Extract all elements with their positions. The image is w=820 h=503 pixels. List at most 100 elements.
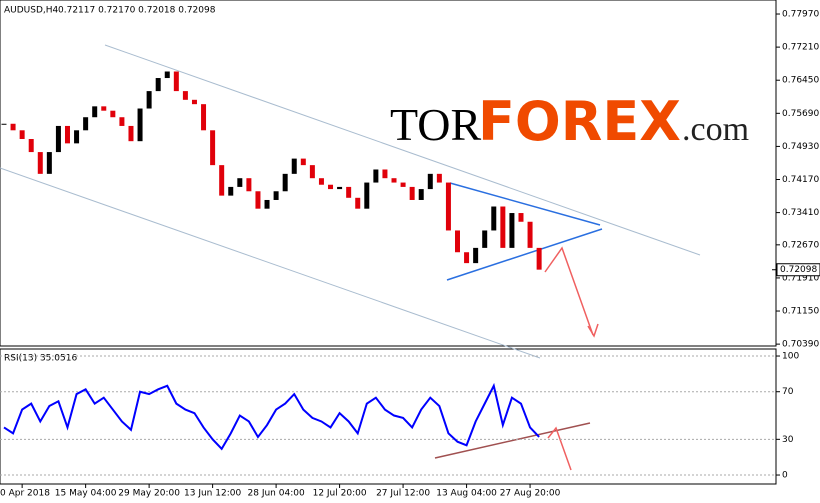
candle (355, 197, 361, 209)
candle (128, 125, 134, 142)
last-price-box (776, 263, 820, 277)
candle (445, 182, 451, 231)
drawings (0, 44, 701, 471)
chart-title: AUDUSD,H4 (4, 6, 59, 16)
y-tick-label: 0.71150 (782, 307, 819, 317)
watermark: TOR FOREX .com (390, 90, 749, 153)
x-tick-label: 13 Aug 04:00 (436, 489, 497, 499)
candle (201, 104, 207, 131)
candle (255, 191, 261, 209)
candle (527, 221, 533, 248)
y-tick-label: 0.76450 (782, 76, 819, 86)
candle (291, 158, 297, 174)
candle (191, 99, 197, 105)
candle (500, 206, 506, 248)
candle (473, 247, 479, 264)
candle (92, 106, 98, 118)
candle (391, 178, 397, 183)
x-tick-label: 13 Jun 12:00 (184, 489, 241, 499)
y-tick-label: 70 (782, 387, 794, 397)
rsi-trend-line (434, 422, 591, 459)
candle (309, 165, 315, 179)
x-tick-label: 28 Jun 04:00 (248, 489, 305, 499)
watermark-text: FOREX (478, 90, 681, 153)
y-tick-label: 0.73410 (782, 208, 819, 218)
candle (518, 213, 524, 222)
candle (110, 110, 116, 118)
y-tick-label: 0.70390 (782, 340, 819, 350)
candle (55, 125, 61, 153)
candle (282, 173, 288, 192)
candle (228, 186, 234, 196)
y-tick-label: 0.75690 (782, 109, 819, 119)
channel-line (104, 44, 701, 256)
y-tick-label: 0.77970 (782, 10, 819, 20)
watermark-text: .com (682, 111, 749, 148)
candle (364, 182, 370, 209)
x-tick-label: 27 Jul 12:00 (376, 489, 430, 499)
channel-line (0, 167, 541, 359)
candle (219, 165, 225, 196)
candle (137, 108, 143, 142)
triangle-line (446, 228, 603, 281)
candle (491, 206, 497, 231)
candle (373, 169, 379, 183)
candle (427, 173, 433, 190)
candle (337, 186, 343, 190)
candle (400, 182, 406, 187)
candle (155, 78, 161, 92)
candle (164, 71, 170, 79)
y-tick-label: 0.74930 (782, 142, 819, 152)
candle (273, 191, 279, 200)
candle (318, 178, 324, 185)
y-tick-label: 0.71910 (782, 273, 819, 283)
x-tick-label: 27 Aug 20:00 (500, 489, 561, 499)
y-tick-label: 0.77210 (782, 43, 819, 53)
x-tick-label: 29 May 20:00 (118, 489, 180, 499)
candle (264, 199, 270, 209)
candle (173, 71, 179, 92)
triangle-line (449, 182, 601, 226)
candle (509, 213, 515, 248)
candle (536, 247, 542, 270)
candle (246, 178, 252, 192)
candle (328, 184, 334, 190)
rsi-title: RSI(13) 35.0516 (4, 354, 77, 364)
x-tick-label: 30 Apr 2018 (0, 489, 50, 499)
last-price-label: 0.72098 (780, 265, 817, 275)
candle (464, 252, 470, 264)
ohlc: 0.72117 0.72170 0.72018 0.72098 (58, 6, 216, 16)
candle (182, 91, 188, 100)
rsi-panel (0, 348, 777, 485)
price-panel (0, 0, 777, 347)
candle (210, 130, 216, 166)
rsi-line (3, 382, 540, 451)
candle (346, 186, 352, 198)
x-tick-label: 12 Jul 20:00 (313, 489, 367, 499)
candle (300, 158, 306, 166)
candle (37, 152, 43, 174)
candle (436, 173, 442, 183)
y-tick-label: 100 (782, 352, 799, 362)
candle (28, 139, 34, 153)
x-tick-label: 15 May 04:00 (55, 489, 117, 499)
candle (19, 130, 25, 140)
candle (146, 91, 152, 109)
candle (74, 130, 80, 144)
arrow-head (587, 323, 599, 338)
watermark-text: TOR (390, 99, 481, 150)
y-tick-label: 30 (782, 435, 794, 445)
candle (237, 178, 243, 187)
candle (382, 169, 388, 179)
candle (418, 189, 424, 200)
candle (119, 117, 125, 126)
forecast-arrow (547, 426, 572, 471)
candle (455, 230, 460, 253)
y-tick-label: 0 (782, 471, 788, 481)
y-tick-label: 0.72670 (782, 240, 819, 250)
candle (46, 152, 52, 174)
candle (10, 123, 16, 131)
candle (1, 123, 7, 125)
